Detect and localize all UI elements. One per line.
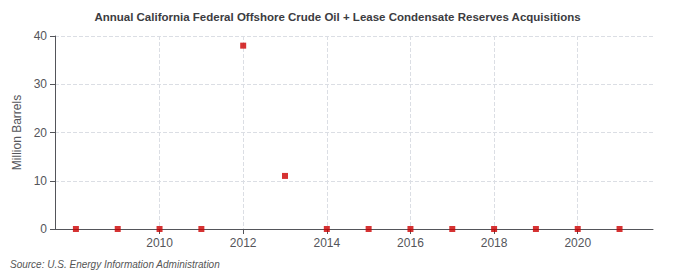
svg-text:0: 0 [40, 222, 47, 236]
svg-text:2016: 2016 [397, 236, 424, 250]
svg-text:Source: U.S. Energy Informatio: Source: U.S. Energy Information Administ… [10, 259, 220, 270]
svg-text:2020: 2020 [564, 236, 591, 250]
svg-text:10: 10 [34, 174, 48, 188]
svg-text:40: 40 [34, 29, 48, 43]
svg-text:2012: 2012 [230, 236, 257, 250]
svg-text:Annual California Federal Offs: Annual California Federal Offshore Crude… [94, 11, 580, 23]
svg-text:20: 20 [34, 126, 48, 140]
svg-text:2010: 2010 [146, 236, 173, 250]
svg-text:Million Barrels: Million Barrels [10, 95, 24, 170]
svg-text:2018: 2018 [481, 236, 508, 250]
svg-text:30: 30 [34, 77, 48, 91]
svg-text:2014: 2014 [313, 236, 340, 250]
